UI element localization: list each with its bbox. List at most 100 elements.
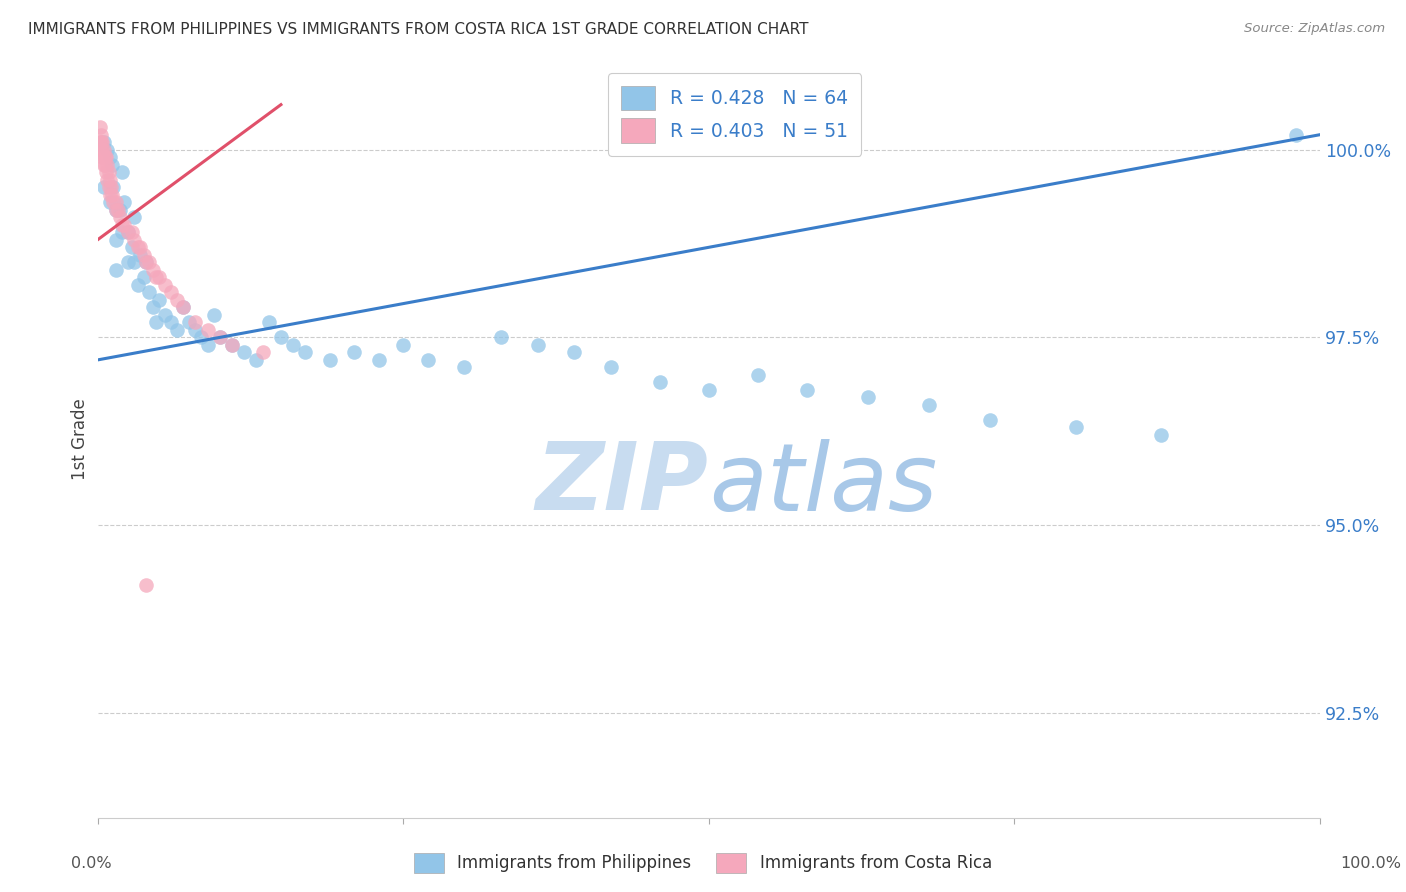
Point [135, 255, 157, 269]
Point [145, 315, 167, 329]
Point [90, 143, 112, 157]
Text: atlas: atlas [709, 439, 936, 530]
Point [96, 143, 118, 157]
Point [153, 308, 176, 322]
Y-axis label: 1st Grade: 1st Grade [72, 398, 89, 480]
Point [127, 240, 149, 254]
Point [1284, 128, 1306, 142]
Point [93, 158, 115, 172]
Point [135, 255, 157, 269]
Point [184, 315, 207, 329]
Point [103, 195, 125, 210]
Point [257, 315, 280, 329]
Point [166, 323, 188, 337]
Point [114, 218, 136, 232]
Point [104, 233, 127, 247]
Point [283, 338, 305, 352]
Point [562, 345, 585, 359]
Point [94, 165, 117, 179]
Point [221, 338, 243, 352]
Point [648, 376, 671, 390]
Point [184, 323, 207, 337]
Point [94, 150, 117, 164]
Point [145, 270, 167, 285]
Point [1064, 420, 1087, 434]
Point [202, 308, 225, 322]
Text: ZIP: ZIP [536, 438, 709, 530]
Point [90, 135, 112, 149]
Point [245, 353, 267, 368]
Point [270, 330, 292, 344]
Point [1150, 428, 1173, 442]
Point [142, 301, 165, 315]
Point [96, 172, 118, 186]
Point [208, 330, 231, 344]
Point [117, 225, 139, 239]
Point [160, 285, 183, 300]
Point [97, 165, 120, 179]
Point [416, 353, 439, 368]
Point [142, 262, 165, 277]
Point [600, 360, 623, 375]
Point [979, 413, 1001, 427]
Point [190, 330, 212, 344]
Point [747, 368, 769, 382]
Point [90, 128, 112, 142]
Point [93, 143, 115, 157]
Point [111, 165, 134, 179]
Legend: R = 0.428   N = 64, R = 0.403   N = 51: R = 0.428 N = 64, R = 0.403 N = 51 [609, 73, 862, 155]
Point [91, 150, 114, 164]
Point [160, 315, 183, 329]
Point [197, 338, 219, 352]
Point [111, 218, 134, 232]
Point [856, 391, 879, 405]
Point [526, 338, 548, 352]
Point [111, 225, 134, 239]
Point [91, 135, 114, 149]
Point [101, 187, 124, 202]
Point [172, 301, 194, 315]
Text: 0.0%: 0.0% [72, 856, 111, 871]
Point [135, 578, 157, 592]
Point [96, 158, 118, 172]
Point [153, 277, 176, 292]
Point [94, 158, 117, 172]
Point [697, 383, 720, 397]
Point [93, 150, 115, 164]
Point [100, 180, 122, 194]
Point [93, 135, 115, 149]
Point [138, 255, 160, 269]
Point [796, 383, 818, 397]
Point [392, 338, 415, 352]
Point [98, 150, 121, 164]
Point [129, 248, 152, 262]
Point [138, 285, 160, 300]
Point [489, 330, 512, 344]
Point [97, 180, 120, 194]
Point [208, 330, 231, 344]
Point [94, 150, 117, 164]
Point [114, 195, 136, 210]
Point [122, 211, 145, 225]
Point [127, 277, 149, 292]
Point [103, 180, 125, 194]
Point [107, 202, 129, 217]
Point [172, 301, 194, 315]
Point [91, 143, 114, 157]
Point [122, 255, 145, 269]
Point [93, 180, 115, 194]
Text: 100.0%: 100.0% [1340, 856, 1402, 871]
Point [108, 211, 131, 225]
Point [453, 360, 475, 375]
Point [121, 225, 143, 239]
Point [918, 398, 941, 412]
Point [343, 345, 366, 359]
Point [122, 233, 145, 247]
Point [132, 248, 155, 262]
Point [98, 187, 121, 202]
Point [108, 202, 131, 217]
Point [117, 225, 139, 239]
Point [367, 353, 389, 368]
Point [179, 315, 201, 329]
Point [148, 270, 170, 285]
